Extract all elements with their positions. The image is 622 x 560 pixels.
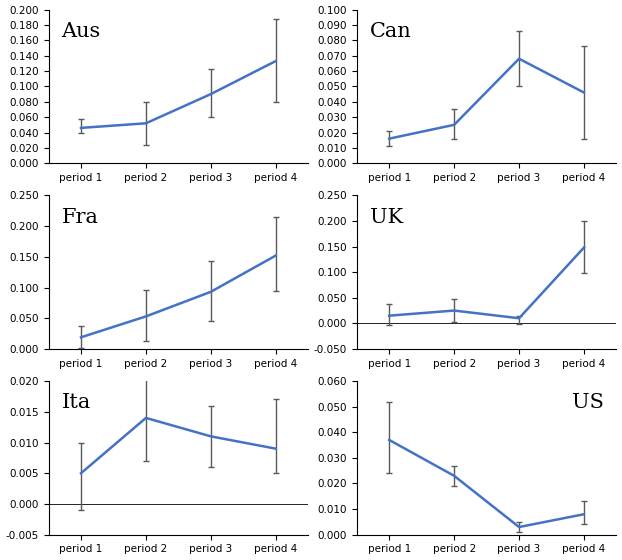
Text: Fra: Fra — [62, 208, 98, 227]
Text: UK: UK — [369, 208, 403, 227]
Text: Can: Can — [369, 22, 412, 41]
Text: US: US — [572, 393, 603, 412]
Text: Aus: Aus — [62, 22, 101, 41]
Text: Ita: Ita — [62, 393, 91, 412]
